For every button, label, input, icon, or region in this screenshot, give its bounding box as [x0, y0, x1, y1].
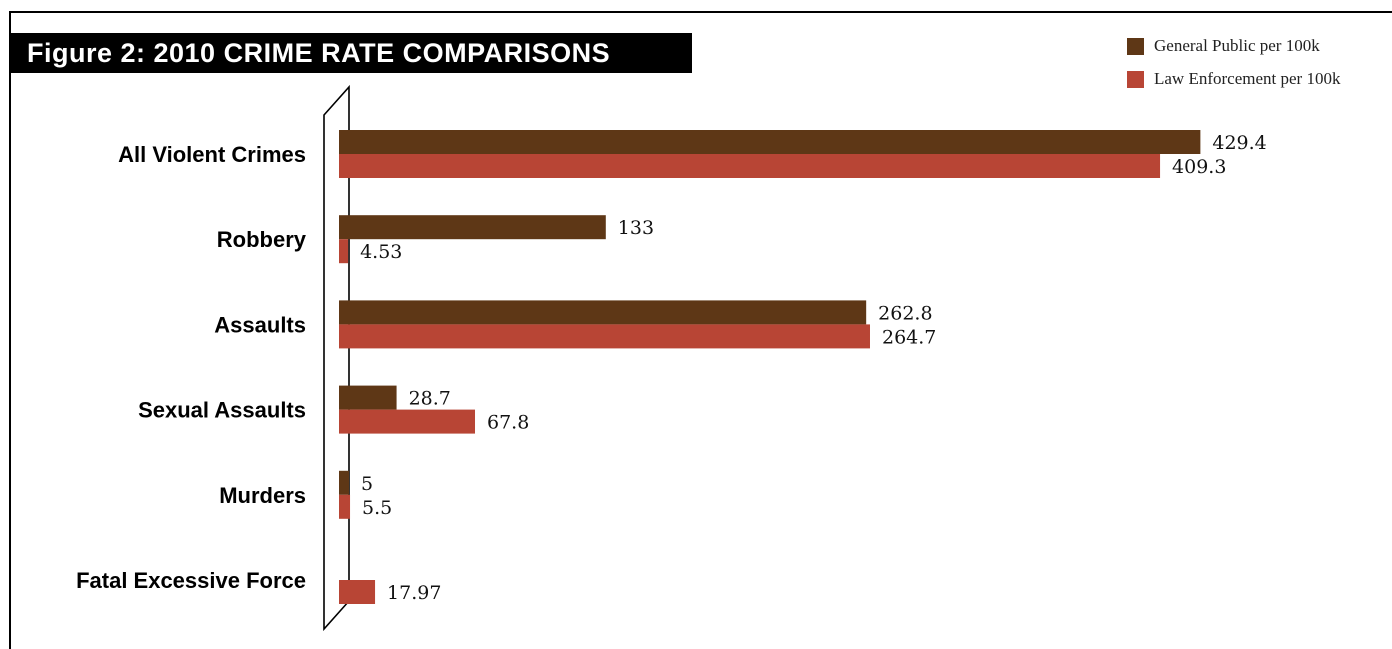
bar-law-enforcement-sexual-assaults: [339, 409, 476, 434]
value-label-general-public-all-violent-crimes: 429.4: [1212, 132, 1266, 154]
figure-frame: [9, 11, 1392, 649]
category-label-murders: Murders: [219, 483, 306, 508]
value-label-general-public-assaults: 262.8: [878, 302, 932, 324]
value-label-law-enforcement-sexual-assaults: 67.8: [487, 412, 529, 434]
bar-general-public-sexual-assaults: [339, 385, 397, 410]
category-label-assaults: Assaults: [214, 312, 306, 337]
bar-law-enforcement-robbery: [339, 239, 349, 264]
category-label-robbery: Robbery: [217, 227, 307, 252]
legend-swatch-law-enforcement: [1127, 71, 1144, 88]
value-label-law-enforcement-all-violent-crimes: 409.3: [1172, 156, 1226, 178]
category-label-all-violent-crimes: All Violent Crimes: [118, 142, 306, 167]
value-label-general-public-sexual-assaults: 28.7: [409, 388, 451, 410]
bar-law-enforcement-all-violent-crimes: [339, 154, 1161, 178]
legend-label-law-enforcement: Law Enforcement per 100k: [1154, 69, 1341, 88]
category-label-fatal-excessive-force: Fatal Excessive Force: [76, 568, 306, 593]
value-label-law-enforcement-murders: 5.5: [362, 497, 392, 519]
bar-law-enforcement-murders: [339, 494, 351, 519]
bar-general-public-robbery: [339, 215, 606, 240]
value-label-general-public-robbery: 133: [618, 217, 654, 239]
bar-general-public-assaults: [339, 300, 867, 325]
bar-general-public-murders: [339, 470, 350, 495]
bar-law-enforcement-assaults: [339, 324, 870, 349]
bars-group: [339, 130, 1201, 604]
value-label-law-enforcement-fatal-excessive-force: 17.97: [387, 582, 441, 604]
value-label-law-enforcement-robbery: 4.53: [360, 241, 402, 263]
chart-title: Figure 2: 2010 CRIME RATE COMPARISONS: [9, 33, 692, 73]
bar-general-public-all-violent-crimes: [339, 130, 1201, 154]
value-label-law-enforcement-assaults: 264.7: [882, 326, 936, 348]
legend-label-general-public: General Public per 100k: [1154, 36, 1320, 55]
category-label-sexual-assaults: Sexual Assaults: [138, 398, 306, 423]
category-labels: All Violent Crimes Robbery Assaults Sexual …: [76, 142, 307, 593]
bar-law-enforcement-fatal-excessive-force: [339, 580, 376, 604]
legend-swatch-general-public: [1127, 38, 1144, 55]
value-label-general-public-murders: 5: [361, 473, 373, 495]
